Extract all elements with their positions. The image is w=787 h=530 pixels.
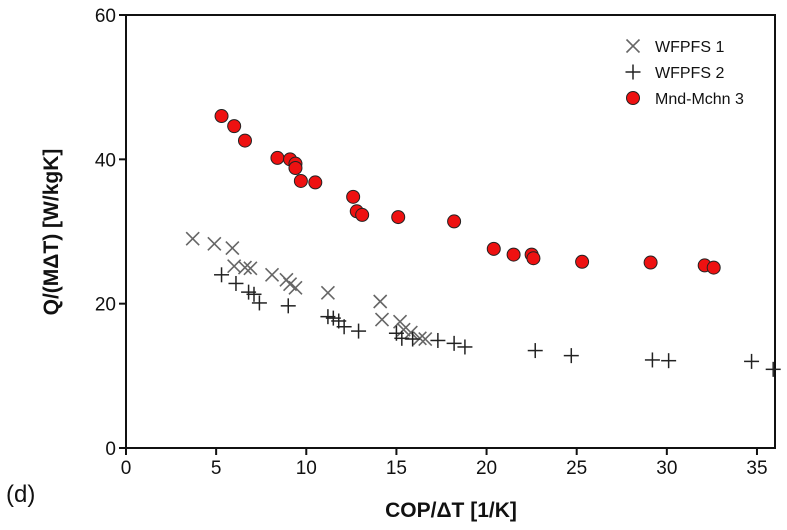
- data-point: [214, 267, 230, 283]
- data-point: [288, 280, 303, 295]
- legend-marker: [625, 64, 641, 80]
- data-point: [320, 285, 335, 300]
- data-point: [661, 353, 677, 369]
- x-stroke: [374, 312, 390, 327]
- data-point: [744, 353, 760, 369]
- series-3: [214, 109, 721, 275]
- y-tick-label: 40: [95, 150, 116, 171]
- x-stroke: [282, 277, 298, 292]
- data-point: [373, 294, 388, 309]
- series-2: [214, 267, 781, 377]
- x-stroke: [288, 280, 303, 295]
- data-point: [207, 236, 222, 251]
- data-point: [336, 319, 352, 335]
- data-point: [575, 254, 590, 269]
- data-point: [446, 335, 462, 351]
- x-tick-label: 10: [296, 458, 317, 479]
- x-tick-label: 0: [121, 458, 132, 479]
- x-stroke: [418, 331, 433, 347]
- data-point: [288, 160, 303, 175]
- data-point: [351, 323, 367, 339]
- plot-border: [125, 14, 776, 449]
- legend-label: Mnd-Mchn 3: [655, 91, 744, 108]
- panel-label: (d): [6, 481, 35, 508]
- x-stroke: [320, 285, 335, 300]
- series-1: [185, 231, 433, 347]
- x-axis-title: COP/ΔT [1/K]: [385, 499, 517, 522]
- x-tick-label: 35: [746, 458, 767, 479]
- x-stroke: [243, 261, 258, 276]
- x-tick-label: 30: [656, 458, 677, 479]
- data-point: [527, 343, 543, 359]
- x-stroke: [264, 267, 280, 282]
- data-point: [355, 207, 370, 222]
- data-point: [765, 361, 781, 377]
- x-tick-label: 15: [386, 458, 407, 479]
- y-axis-title: Q/(MΔT) [W/kgK]: [40, 149, 63, 316]
- legend-marker: [625, 38, 641, 54]
- plot-frame: [125, 14, 776, 449]
- y-axis-ticks: 0 20 40 60: [95, 6, 126, 460]
- y-tick-label: 20: [95, 295, 116, 316]
- data-point: [563, 348, 579, 364]
- data-point: [237, 133, 252, 148]
- data-point: [506, 247, 521, 262]
- data-point: [185, 231, 200, 246]
- data-point: [270, 150, 285, 165]
- data-point: [346, 189, 361, 204]
- x-axis-ticks: 0 5 10 15 20 25 30 35: [121, 448, 768, 479]
- data-point: [405, 331, 421, 347]
- y-tick-label: 0: [105, 439, 116, 460]
- data-point: [228, 275, 244, 291]
- data-point: [246, 286, 262, 302]
- data-point: [293, 173, 308, 188]
- data-point: [706, 260, 721, 275]
- data-point: [430, 332, 446, 348]
- x-tick-label: 5: [211, 458, 222, 479]
- x-stroke: [625, 38, 641, 54]
- legend: WFPFS 1 WFPFS 2 Mnd-Mchn 3: [625, 38, 744, 108]
- data-point: [225, 241, 240, 256]
- legend-label: WFPFS 2: [655, 65, 724, 82]
- data-point: [391, 210, 406, 225]
- data-point: [403, 325, 418, 340]
- data-point: [264, 267, 280, 282]
- data-point: [237, 260, 253, 275]
- x-stroke: [237, 260, 253, 275]
- data-point: [280, 298, 296, 314]
- data-point: [447, 214, 462, 229]
- data-point: [418, 331, 433, 347]
- x-stroke: [373, 294, 388, 309]
- x-stroke: [207, 236, 222, 251]
- data-point: [251, 295, 267, 311]
- data-point: [457, 339, 473, 355]
- data-point: [526, 251, 541, 266]
- data-point: [214, 109, 229, 124]
- data-point: [486, 241, 501, 256]
- data-point: [243, 261, 258, 276]
- data-point: [643, 255, 658, 270]
- data-markers: [185, 109, 781, 377]
- data-point: [227, 119, 242, 134]
- legend-label: WFPFS 1: [655, 39, 724, 56]
- x-stroke: [403, 325, 418, 340]
- x-stroke: [225, 241, 240, 256]
- data-point: [644, 352, 660, 368]
- y-tick-label: 60: [95, 6, 116, 27]
- x-tick-label: 20: [476, 458, 497, 479]
- x-stroke: [185, 231, 200, 246]
- x-tick-label: 25: [566, 458, 587, 479]
- data-point: [308, 175, 323, 190]
- data-point: [374, 312, 390, 327]
- legend-marker: [626, 91, 640, 105]
